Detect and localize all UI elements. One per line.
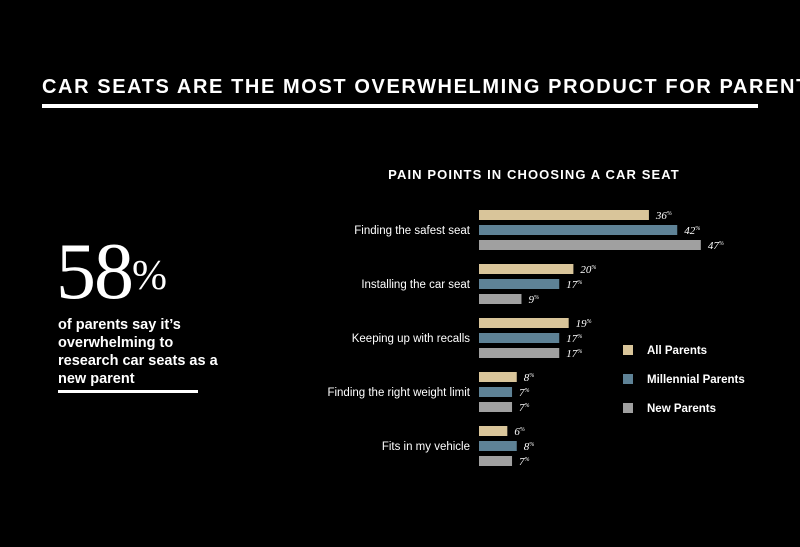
bar [479, 279, 560, 289]
stat-description: of parents say it’s overwhelming to rese… [58, 317, 218, 387]
data-label: 17% [566, 279, 582, 291]
bar [479, 441, 517, 451]
bar-group: Fits in my vehicle 6% 8% 7% [382, 426, 534, 468]
bar [479, 372, 517, 382]
legend-label: Millennial Parents [647, 374, 745, 386]
data-label: 20% [580, 264, 596, 276]
data-label: 9% [528, 294, 539, 306]
category-label: Fits in my vehicle [382, 441, 470, 453]
data-label: 7% [519, 456, 530, 468]
bar-groups: Finding the safest seat 36% 42% 47% Installi… [327, 210, 724, 468]
legend-swatch [623, 374, 633, 384]
data-label: 47% [708, 240, 724, 252]
category-label: Finding the right weight limit [327, 387, 470, 399]
bar [479, 210, 649, 220]
bar [479, 348, 560, 358]
bar-group: Finding the safest seat 36% 42% 47% [354, 210, 724, 252]
bar [479, 318, 569, 328]
category-label: Finding the safest seat [354, 225, 471, 237]
stat-number: 58% [56, 232, 167, 312]
stat-underline [58, 390, 198, 393]
stat-unit: % [132, 253, 167, 299]
bar [479, 456, 513, 466]
data-label: 8% [524, 441, 535, 453]
bar [479, 402, 513, 412]
legend-swatch [623, 403, 633, 413]
category-label: Installing the car seat [361, 279, 470, 291]
legend-label: New Parents [647, 403, 716, 415]
chart-legend: All Parents Millennial Parents New Parents [623, 345, 745, 415]
legend-swatch [623, 345, 633, 355]
data-label: 19% [576, 318, 592, 330]
chart-title: PAIN POINTS IN CHOOSING A CAR SEAT [388, 167, 680, 182]
data-label: 7% [519, 387, 530, 399]
bar-group: Finding the right weight limit 8% 7% 7% [327, 372, 534, 414]
bar [479, 264, 574, 274]
data-label: 6% [514, 426, 525, 438]
bar-group: Keeping up with recalls 19% 17% 17% [352, 318, 592, 360]
data-label: 8% [524, 372, 535, 384]
bar [479, 426, 508, 436]
bar [479, 225, 678, 235]
category-label: Keeping up with recalls [352, 333, 471, 345]
data-label: 42% [684, 225, 700, 237]
bar [479, 240, 701, 250]
bar [479, 387, 513, 397]
legend-label: All Parents [647, 345, 707, 357]
title-underline [42, 104, 758, 108]
data-label: 36% [655, 210, 672, 222]
bar-group: Installing the car seat 20% 17% 9% [361, 264, 596, 306]
data-label: 17% [566, 348, 582, 360]
bar [479, 333, 560, 343]
data-label: 17% [566, 333, 582, 345]
main-title: CAR SEATS ARE THE MOST OVERWHELMING PROD… [42, 76, 800, 98]
stat-value: 58 [56, 228, 134, 316]
data-label: 7% [519, 402, 530, 414]
bar [479, 294, 522, 304]
